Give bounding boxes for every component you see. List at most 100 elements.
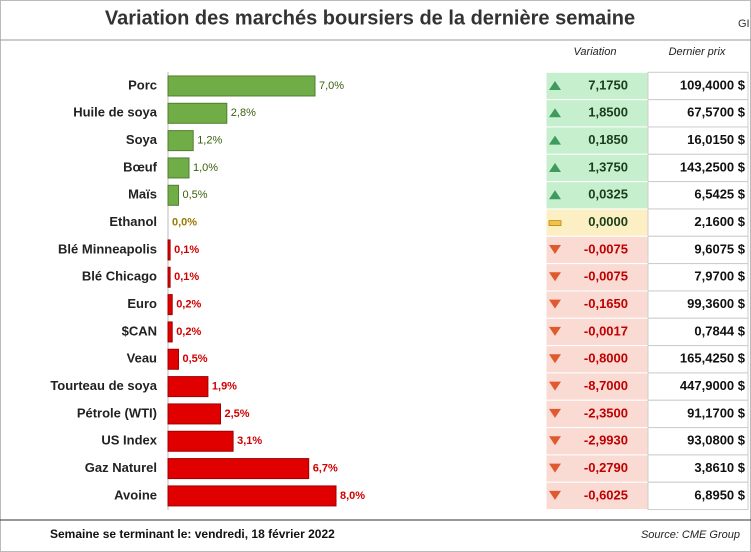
variation-cell xyxy=(545,235,649,265)
value-label: 0,5% xyxy=(183,353,208,365)
trend-icon xyxy=(549,162,561,172)
value-label: 0,1% xyxy=(174,271,199,283)
category-label: Huile de soya xyxy=(73,105,158,120)
value-label: 3,1% xyxy=(237,435,262,447)
variation-value: 1,3750 xyxy=(588,159,628,174)
variation-cell xyxy=(545,71,649,101)
price-value: 99,3600 $ xyxy=(687,296,746,311)
category-label: Maïs xyxy=(128,187,157,202)
price-value: 3,8610 $ xyxy=(694,460,745,475)
price-value: 6,5425 $ xyxy=(694,187,745,202)
variation-value: -0,0075 xyxy=(584,269,628,284)
price-cell xyxy=(647,372,749,401)
value-label: 0,2% xyxy=(176,299,201,311)
trend-icon xyxy=(549,190,561,200)
trend-icon xyxy=(549,135,561,145)
bar xyxy=(167,239,171,261)
category-label: Bœuf xyxy=(123,159,158,174)
category-label: Blé Chicago xyxy=(82,269,157,284)
variation-cell xyxy=(545,99,649,128)
value-label: 2,8% xyxy=(231,107,256,119)
trend-icon xyxy=(549,354,561,364)
price-value: 143,2500 $ xyxy=(680,159,746,174)
category-label: Pétrole (WTI) xyxy=(77,405,157,420)
value-label: 0,1% xyxy=(174,244,199,256)
variation-cell xyxy=(545,372,649,401)
category-label: Euro xyxy=(127,296,157,311)
price-value: 93,0800 $ xyxy=(687,433,746,448)
price-value: 2,1600 $ xyxy=(694,214,745,229)
price-cell xyxy=(647,399,749,429)
variation-value: -0,0075 xyxy=(584,241,628,256)
variation-cell xyxy=(545,427,649,456)
bar xyxy=(167,184,179,206)
bar xyxy=(167,348,179,370)
footer-date: Semaine se terminant le: vendredi, 18 fé… xyxy=(50,527,335,541)
price-cell xyxy=(647,263,749,292)
trend-icon xyxy=(549,299,561,309)
category-label: Blé Minneapolis xyxy=(58,241,157,256)
price-cell xyxy=(647,345,749,374)
bar xyxy=(167,75,316,97)
variation-cell xyxy=(545,153,649,183)
trend-icon xyxy=(549,272,561,282)
variation-value: 7,1750 xyxy=(588,77,628,92)
price-cell xyxy=(647,290,749,319)
variation-value: 1,8500 xyxy=(588,105,628,120)
variation-value: -8,7000 xyxy=(584,378,628,393)
variation-value: -0,2790 xyxy=(584,460,628,475)
price-value: 16,0150 $ xyxy=(687,132,746,147)
price-value: 109,4000 $ xyxy=(680,77,746,92)
bar xyxy=(167,376,209,398)
chart-title: Variation des marchés boursiers de la de… xyxy=(105,7,635,29)
variation-value: 0,1850 xyxy=(588,132,628,147)
price-value: 67,5700 $ xyxy=(687,105,746,120)
bar xyxy=(167,266,171,288)
price-cell xyxy=(647,317,749,347)
price-cell xyxy=(647,99,749,128)
trend-icon xyxy=(549,326,561,336)
bar xyxy=(167,403,221,425)
value-label: 0,2% xyxy=(176,326,201,338)
value-label: 7,0% xyxy=(319,80,344,92)
bar xyxy=(167,485,337,507)
price-cell xyxy=(647,71,749,101)
value-label: 1,2% xyxy=(197,135,222,147)
price-value: 6,8950 $ xyxy=(694,487,745,502)
value-label: 0,5% xyxy=(183,189,208,201)
price-cell xyxy=(647,454,749,483)
price-value: 0,7844 $ xyxy=(694,323,745,338)
price-value: 9,6075 $ xyxy=(694,241,745,256)
price-cell xyxy=(647,235,749,265)
variation-cell xyxy=(545,481,649,511)
trend-icon xyxy=(549,490,561,500)
column-header: Dernier prix xyxy=(669,46,726,58)
value-label: 1,0% xyxy=(193,162,218,174)
value-label: 8,0% xyxy=(340,490,365,502)
category-label: Gaz Naturel xyxy=(85,460,157,475)
price-cell xyxy=(647,126,749,155)
variation-cell xyxy=(545,317,649,347)
category-label: Soya xyxy=(126,132,158,147)
bar xyxy=(167,294,173,316)
trend-icon xyxy=(549,80,561,90)
variation-value: 0,0325 xyxy=(588,187,628,202)
bar xyxy=(167,130,194,152)
variation-cell xyxy=(545,290,649,319)
price-value: 91,1700 $ xyxy=(687,405,746,420)
variation-value: -0,1650 xyxy=(584,296,628,311)
variation-cell xyxy=(545,399,649,429)
trend-icon xyxy=(549,108,561,118)
variation-value: -2,9930 xyxy=(584,433,628,448)
variation-cell xyxy=(545,263,649,292)
bar xyxy=(167,321,173,343)
trend-icon xyxy=(549,463,561,473)
column-header: Variation xyxy=(573,46,616,58)
price-value: 7,9700 $ xyxy=(694,269,745,284)
bar xyxy=(167,458,310,480)
trend-icon xyxy=(549,436,561,446)
variation-value: -0,0017 xyxy=(584,323,628,338)
corner-text: GI xyxy=(738,18,750,30)
bar xyxy=(167,157,190,179)
variation-value: -2,3500 xyxy=(584,405,628,420)
